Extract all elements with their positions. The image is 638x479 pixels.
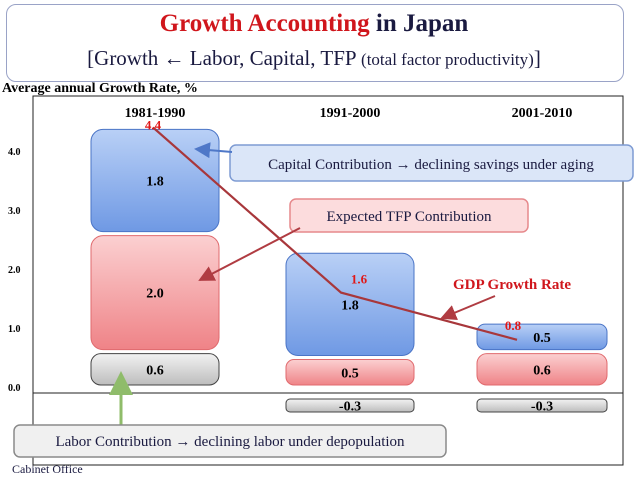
capital-callout-text: Capital Contribution → declining savings… — [268, 157, 594, 173]
capital-bar-label: 1.8 — [341, 298, 359, 313]
chart-title: Growth Accounting in Japan — [0, 10, 628, 38]
y-tick-label: 3.0 — [8, 206, 21, 217]
tfp-bar — [476, 353, 608, 386]
tfp-arrow — [198, 227, 301, 281]
gdp-callout-text: GDP Growth Rate — [453, 277, 571, 293]
title-highlight: Growth Accounting — [159, 10, 370, 37]
y-tick-label: 2.0 — [8, 265, 21, 276]
tfp-bar-label: 0.6 — [533, 363, 551, 378]
labor-bar-label: -0.3 — [339, 400, 361, 415]
category-label: 1981-1990 — [125, 106, 186, 121]
capital-bar-label: 1.8 — [146, 175, 164, 190]
gdp-point-label: 1.6 — [351, 272, 368, 287]
y-tick-label: 1.0 — [8, 324, 21, 335]
category-label: 1991-2000 — [320, 106, 381, 121]
tfp-callout-text: Expected TFP Contribution — [327, 209, 492, 225]
capital-bar — [476, 323, 608, 351]
tfp-bar-label: 2.0 — [146, 287, 164, 302]
tfp-bar — [285, 359, 415, 386]
capital-callout-box — [229, 144, 634, 182]
labor-callout-text: Labor Contribution → declining labor und… — [55, 434, 405, 450]
title-box — [6, 4, 624, 82]
capital-bar — [285, 252, 415, 356]
labor-bar — [285, 398, 415, 413]
gdp-arrow — [440, 295, 496, 321]
capital-bar-label: 0.5 — [533, 331, 551, 346]
subtitle-main: [Growth ← Labor, Capital, TFP — [87, 46, 362, 70]
capital-arrow — [194, 142, 233, 159]
tfp-bar — [90, 235, 220, 351]
title-rest: in Japan — [369, 10, 469, 37]
labor-bar-label: -0.3 — [531, 400, 553, 415]
labor-bar — [476, 398, 608, 413]
y-axis-label: Average annual Growth Rate, % — [2, 81, 198, 96]
y-tick-label: 0.0 — [8, 383, 21, 394]
subtitle-end: ] — [533, 46, 541, 70]
labor-callout-box — [13, 424, 447, 458]
y-tick-label: 4.0 — [8, 147, 21, 158]
subtitle-small: (total factor productivity) — [361, 50, 534, 69]
labor-bar-label: 0.6 — [146, 363, 164, 378]
chart-subtitle: [Growth ← Labor, Capital, TFP (total fac… — [0, 46, 628, 71]
gdp-point-label: 0.8 — [505, 318, 522, 333]
gdp-point-label: 4.4 — [145, 117, 162, 132]
plot-frame — [32, 95, 624, 466]
tfp-bar-label: 0.5 — [341, 366, 359, 381]
category-label: 2001-2010 — [512, 106, 573, 121]
tfp-callout-box — [289, 198, 529, 233]
gdp-growth-line — [152, 126, 518, 341]
